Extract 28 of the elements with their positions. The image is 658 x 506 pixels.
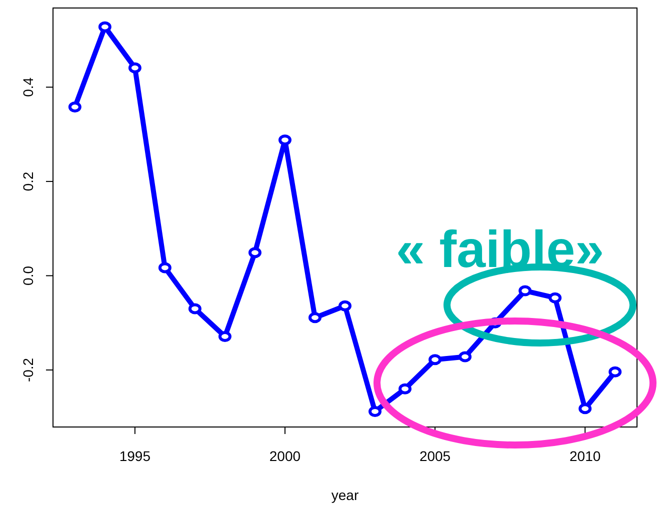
point — [608, 366, 622, 378]
point — [158, 262, 172, 274]
y-tick-label: 0.0 — [20, 266, 36, 286]
point — [458, 351, 472, 362]
point — [578, 403, 592, 414]
point — [548, 292, 562, 304]
point — [398, 383, 412, 394]
point — [338, 300, 352, 312]
point — [428, 354, 442, 366]
point — [188, 303, 202, 314]
point — [248, 247, 262, 258]
annotation: « faible» — [396, 221, 604, 279]
point — [98, 21, 112, 32]
point — [128, 62, 142, 74]
x-tick-label: 2000 — [269, 448, 301, 464]
y-tick-label: 0.2 — [20, 172, 36, 192]
x-tick-label: 1995 — [119, 448, 151, 464]
point — [518, 285, 532, 296]
point — [308, 312, 322, 324]
point — [218, 331, 232, 342]
x-tick-label: 2010 — [570, 448, 601, 464]
point — [68, 101, 82, 112]
point — [278, 134, 292, 146]
y-tick-label: -0.2 — [20, 358, 36, 382]
x-axis-title: year — [331, 487, 359, 503]
x-tick-label: 2005 — [419, 448, 451, 464]
point — [368, 406, 382, 417]
y-tick-label: 0.4 — [20, 77, 36, 97]
